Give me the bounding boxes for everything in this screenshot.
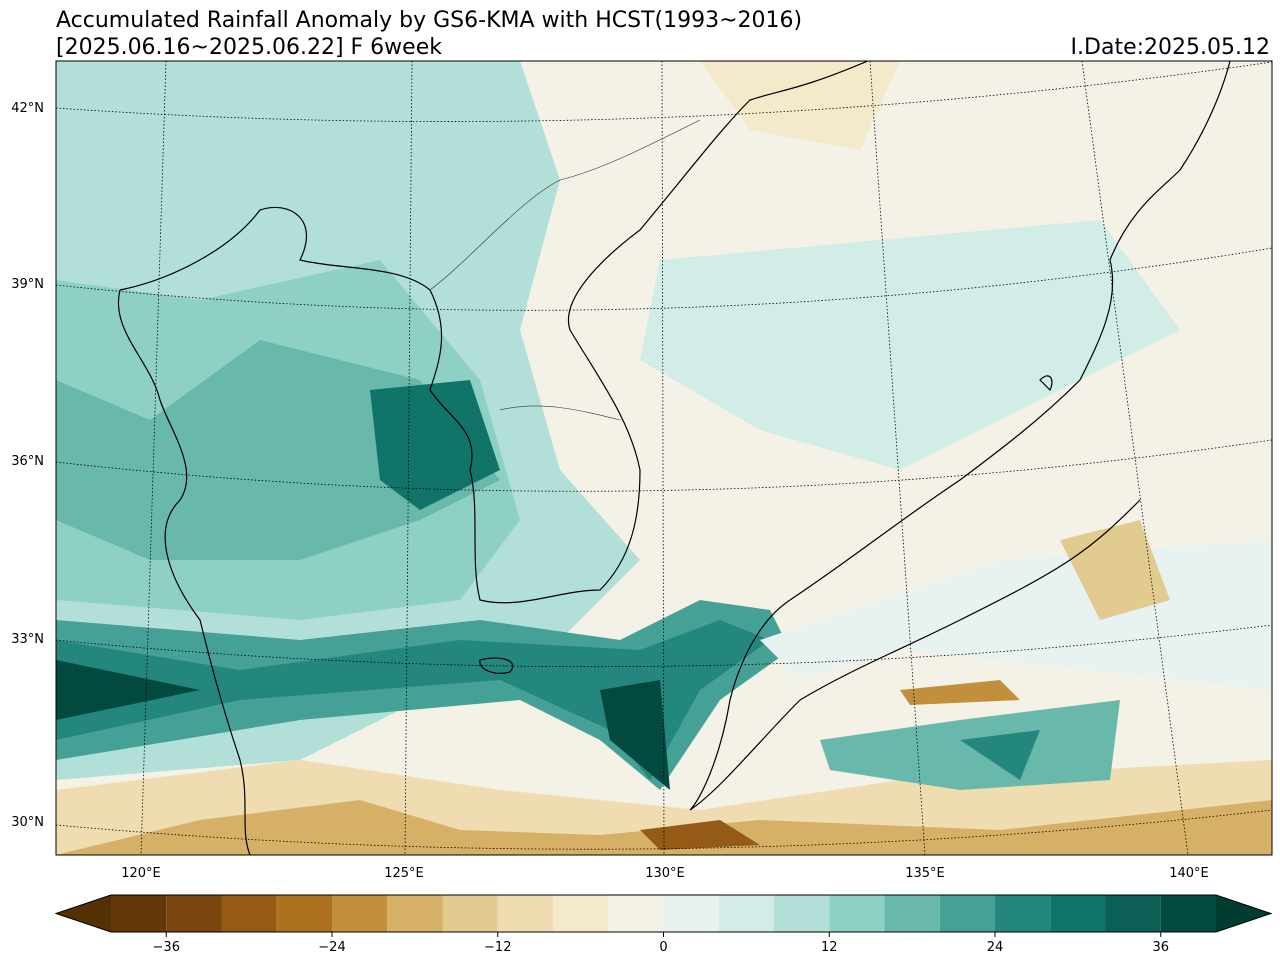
- colorbar-under: [56, 895, 111, 932]
- lat-label: 36°N: [11, 454, 44, 469]
- colorbar-bin: [718, 895, 774, 932]
- colorbar-bin: [1105, 895, 1161, 932]
- colorbar-bin: [111, 895, 167, 932]
- colorbar-tick-label: 12: [821, 940, 838, 955]
- colorbar-bin: [497, 895, 553, 932]
- colorbar-bin: [663, 895, 719, 932]
- colorbar-bin: [276, 895, 332, 932]
- colorbar-bin: [166, 895, 222, 932]
- map-frame: [55, 60, 1273, 856]
- lat-label: 30°N: [11, 815, 44, 830]
- colorbar-tick-label: 36: [1152, 940, 1169, 955]
- colorbar-bin: [332, 895, 388, 932]
- colorbar-bin: [1160, 895, 1216, 932]
- colorbar-tick-label: 0: [659, 940, 667, 955]
- colorbar-bin: [829, 895, 885, 932]
- lon-label: 140°E: [1169, 866, 1209, 881]
- colorbar-bin: [884, 895, 940, 932]
- colorbar-tick-label: −24: [318, 940, 345, 955]
- colorbar-bin: [442, 895, 498, 932]
- colorbar-outline: [54, 894, 1273, 933]
- colorbar-tick-label: 24: [987, 940, 1004, 955]
- colorbar-tick-label: −12: [484, 940, 511, 955]
- lon-label: 135°E: [905, 866, 945, 881]
- map-field: [56, 61, 1272, 855]
- subtitle: [2025.06.16~2025.06.22] F 6week: [56, 35, 442, 60]
- colorbar-bin: [774, 895, 830, 932]
- colorbar-bin: [939, 895, 995, 932]
- title: Accumulated Rainfall Anomaly by GS6-KMA …: [56, 8, 802, 33]
- lat-label: 42°N: [11, 101, 44, 116]
- colorbar: −36 −24 −12 0 12 24 36: [54, 894, 1273, 955]
- colorbar-bin: [387, 895, 443, 932]
- lon-label: 120°E: [121, 866, 161, 881]
- lat-label: 39°N: [11, 277, 44, 292]
- colorbar-bin: [1050, 895, 1106, 932]
- lon-label: 125°E: [384, 866, 424, 881]
- colorbar-over: [1216, 895, 1271, 932]
- lon-label: 130°E: [645, 866, 685, 881]
- colorbar-tick-label: −36: [153, 940, 180, 955]
- lat-label: 33°N: [11, 632, 44, 647]
- init-date: I.Date:2025.05.12: [1071, 35, 1270, 60]
- colorbar-bin: [995, 895, 1051, 932]
- colorbar-bin: [221, 895, 277, 932]
- colorbar-bin: [608, 895, 664, 932]
- colorbar-bin: [553, 895, 609, 932]
